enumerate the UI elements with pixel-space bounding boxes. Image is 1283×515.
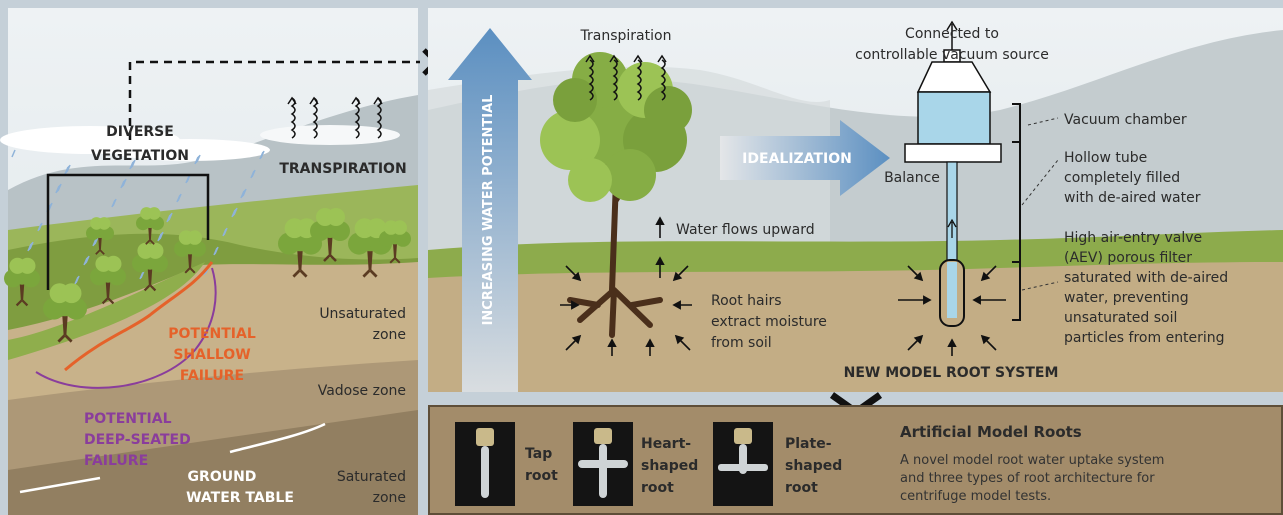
model-panel-scene-part (947, 262, 957, 318)
label-line: particles from entering (1064, 330, 1225, 346)
left-panel-scene-part-part (98, 217, 111, 230)
left-panel-scene (0, 8, 436, 515)
label-vadose: Vadose zone (318, 383, 406, 399)
panel-title: Artificial Model Roots (900, 423, 1082, 441)
label-line: from soil (711, 335, 772, 351)
label-line: Heart- (641, 436, 691, 452)
label-line: and three types of root architecture for (900, 471, 1155, 486)
left-panel-scene-part-part (327, 208, 345, 226)
label-line: Plate- (785, 436, 832, 452)
label-line: root (641, 480, 674, 496)
left-panel-scene-part-part (148, 207, 161, 220)
label-line: Saturated (337, 469, 406, 485)
label-line: Unsaturated (319, 306, 406, 322)
label-line: SHALLOW (173, 347, 250, 363)
left-panel-scene-part-part (62, 283, 82, 303)
label-transpiration: Transpiration (580, 28, 672, 44)
label-line: completely filled (1064, 170, 1180, 186)
label-line: extract moisture (711, 314, 827, 330)
label-transpiration: TRANSPIRATION (279, 161, 406, 177)
label-line: zone (373, 490, 406, 506)
model-panel-scene-part-part (568, 158, 612, 202)
label-line: Connected to (905, 26, 999, 42)
label-line: zone (373, 327, 406, 343)
label-line: root (525, 468, 558, 484)
label-line: controllable vacuum source (855, 47, 1049, 63)
roots-panel-scene-part (594, 428, 612, 444)
label-line: POTENTIAL (84, 411, 172, 427)
page: DIVERSE VEGETATION TRANSPIRATION POTENTIA… (0, 0, 1283, 515)
label-line: Root hairs (711, 293, 782, 309)
label-line: WATER TABLE (186, 490, 294, 506)
label-line: VEGETATION (91, 148, 189, 164)
label-line: GROUND (188, 469, 257, 485)
label-line: High air-entry valve (1064, 230, 1202, 246)
label-vacuum-chamber: Vacuum chamber (1064, 112, 1187, 128)
arrow-label: INCREASING WATER POTENTIAL (481, 95, 496, 326)
model-panel-scene-part (905, 144, 1001, 162)
roots-panel-scene-part (578, 460, 628, 468)
label-line: centrifuge model tests. (900, 489, 1051, 504)
roots-panel-scene-part (599, 444, 607, 498)
label-line: (AEV) porous filter (1064, 250, 1192, 266)
label-line: shaped (785, 458, 842, 474)
label-line: Tap (525, 446, 552, 462)
label-line: water, preventing (1064, 290, 1189, 306)
label-line: with de-aired water (1064, 190, 1201, 206)
model-panel-scene-part (918, 92, 990, 144)
label-line: POTENTIAL (168, 326, 256, 342)
label-line: A novel model root water uptake system (900, 453, 1164, 468)
label-line: DEEP-SEATED (84, 432, 191, 448)
left-panel-scene-part (260, 125, 400, 145)
arrow-label: IDEALIZATION (742, 151, 852, 167)
left-panel-scene-part-part (188, 230, 202, 244)
left-panel-scene-part-part (147, 243, 163, 259)
label-line: FAILURE (180, 368, 244, 384)
label-line: FAILURE (84, 453, 148, 469)
caption: NEW MODEL ROOT SYSTEM (844, 365, 1059, 381)
left-panel-scene-part-part (393, 220, 407, 234)
label-line: root (785, 480, 818, 496)
model-panel-scene-part (947, 162, 957, 262)
label-line: Hollow tube (1064, 150, 1147, 166)
model-panel-scene-part-part (604, 149, 656, 201)
roots-panel-scene-part (718, 464, 768, 471)
label-shallow-failure: POTENTIAL SHALLOW FAILURE (168, 326, 256, 384)
left-panel-scene-part-part (105, 256, 121, 272)
model-panel-scene-part-part (644, 86, 692, 134)
roots-panel-scene-part (476, 428, 494, 446)
label-line: shaped (641, 458, 698, 474)
label-line: unsaturated soil (1064, 310, 1177, 326)
roots-panel-scene-part (481, 446, 489, 498)
infographic: DIVERSE VEGETATION TRANSPIRATION POTENTIA… (0, 0, 1283, 515)
label-line: DIVERSE (106, 124, 174, 140)
roots-panel-scene-part (734, 428, 752, 444)
label-balance: Balance (884, 170, 940, 186)
label-line: saturated with de-aired (1064, 270, 1228, 286)
label-water-flows: Water flows upward (676, 222, 815, 238)
left-panel-scene-part-part (19, 258, 35, 274)
